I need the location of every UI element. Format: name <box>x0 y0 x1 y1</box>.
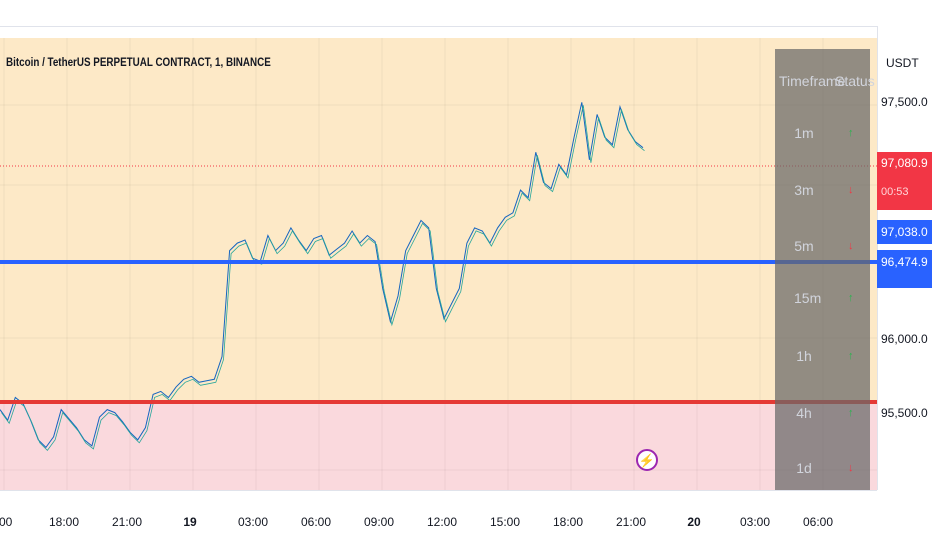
time-tick: 19 <box>183 515 197 529</box>
time-tick: 21:00 <box>615 515 647 529</box>
arrow-down-icon: ↓ <box>848 462 854 474</box>
price-tick: 97,500.0 <box>881 95 928 109</box>
price-scale-currency[interactable]: USDT <box>886 56 919 70</box>
arrow-up-icon: ↑ <box>848 292 854 304</box>
price-series-shadow <box>1 105 645 452</box>
time-tick: 18:00 <box>552 515 584 529</box>
time-tick: 12:00 <box>426 515 458 529</box>
time-tick: 09:00 <box>363 515 395 529</box>
time-tick: :00 <box>0 515 13 529</box>
arrow-down-icon: ↓ <box>848 184 854 196</box>
timeframe-cell: 1m <box>794 125 814 141</box>
top-toolbar-divider <box>0 26 877 27</box>
blue-line-price-tag: 96,474.9 <box>877 250 932 288</box>
timeframe-status-table: Timeframe Status <box>775 49 875 490</box>
chart-title: Bitcoin / TetherUS PERPETUAL CONTRACT, 1… <box>6 55 271 69</box>
time-tick: 06:00 <box>802 515 834 529</box>
arrow-up-icon: ↑ <box>848 407 854 419</box>
price-tick: 95,500.0 <box>881 406 928 420</box>
countdown-tag: 00:53 <box>877 174 932 210</box>
lower-zone <box>0 402 877 490</box>
table-header-status: Status <box>835 73 875 89</box>
last-price-tag: 97,080.9 <box>877 152 932 174</box>
table-header-timeframe: Timeframe <box>779 73 846 89</box>
timeframe-cell: 5m <box>794 238 814 254</box>
arrow-up-icon: ↑ <box>848 350 854 362</box>
time-tick: 03:00 <box>739 515 771 529</box>
timeframe-cell: 3m <box>794 182 814 198</box>
price-tick: 96,000.0 <box>881 332 928 346</box>
price-series-line <box>0 102 644 449</box>
arrow-up-icon: ↑ <box>848 127 854 139</box>
time-axis-border <box>0 490 877 491</box>
lightning-bolt-icon[interactable]: ⚡ <box>636 449 658 471</box>
time-tick: 15:00 <box>489 515 521 529</box>
time-tick: 03:00 <box>237 515 269 529</box>
blue-price-tag: 97,038.0 <box>877 220 932 244</box>
timeframe-cell: 4h <box>796 405 812 421</box>
time-tick: 21:00 <box>111 515 143 529</box>
timeframe-cell: 1d <box>796 460 812 476</box>
timeframe-cell: 1h <box>796 348 812 364</box>
arrow-down-icon: ↓ <box>848 240 854 252</box>
time-tick: 20 <box>687 515 701 529</box>
time-tick: 18:00 <box>48 515 80 529</box>
upper-zone <box>0 38 877 402</box>
timeframe-cell: 15m <box>794 290 822 306</box>
time-tick: 06:00 <box>300 515 332 529</box>
